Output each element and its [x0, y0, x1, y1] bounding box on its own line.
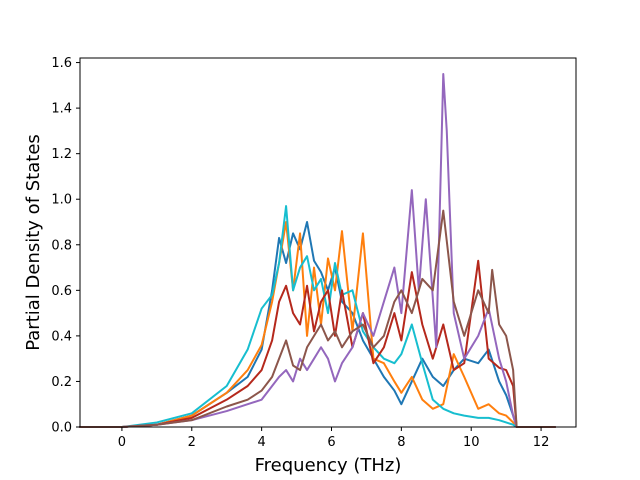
- x-axis: 0 2 4 6 8 10 12: [118, 427, 550, 450]
- y-tick-label: 1.6: [51, 56, 72, 71]
- y-axis: 0.0 0.2 0.4 0.6 0.8 1.0 1.2 1.4 1.6: [51, 56, 80, 436]
- series-line-1: [79, 221, 557, 428]
- series-line-3: [79, 205, 557, 428]
- plot-frame: [79, 57, 577, 428]
- x-tick-label: 0: [118, 435, 126, 450]
- series-line-6: [79, 209, 557, 428]
- y-tick-label: 1.2: [51, 147, 72, 162]
- y-tick-label: 0.4: [51, 329, 72, 344]
- y-tick-label: 0.2: [51, 375, 72, 390]
- series-layer: [79, 72, 557, 428]
- y-tick-label: 1.4: [51, 102, 72, 117]
- series-line-5: [79, 72, 557, 428]
- x-tick-label: 2: [188, 435, 196, 450]
- x-tick-label: 12: [533, 435, 550, 450]
- y-axis-label: Partial Density of States: [23, 134, 44, 351]
- y-tick-label: 0.6: [51, 284, 72, 299]
- x-tick-label: 8: [397, 435, 405, 450]
- x-axis-label: Frequency (THz): [255, 455, 402, 476]
- x-tick-label: 6: [327, 435, 335, 450]
- x-tick-label: 4: [257, 435, 265, 450]
- x-tick-label: 10: [463, 435, 480, 450]
- y-tick-label: 1.0: [51, 193, 72, 208]
- y-tick-label: 0.0: [51, 421, 72, 436]
- y-tick-label: 0.8: [51, 238, 72, 253]
